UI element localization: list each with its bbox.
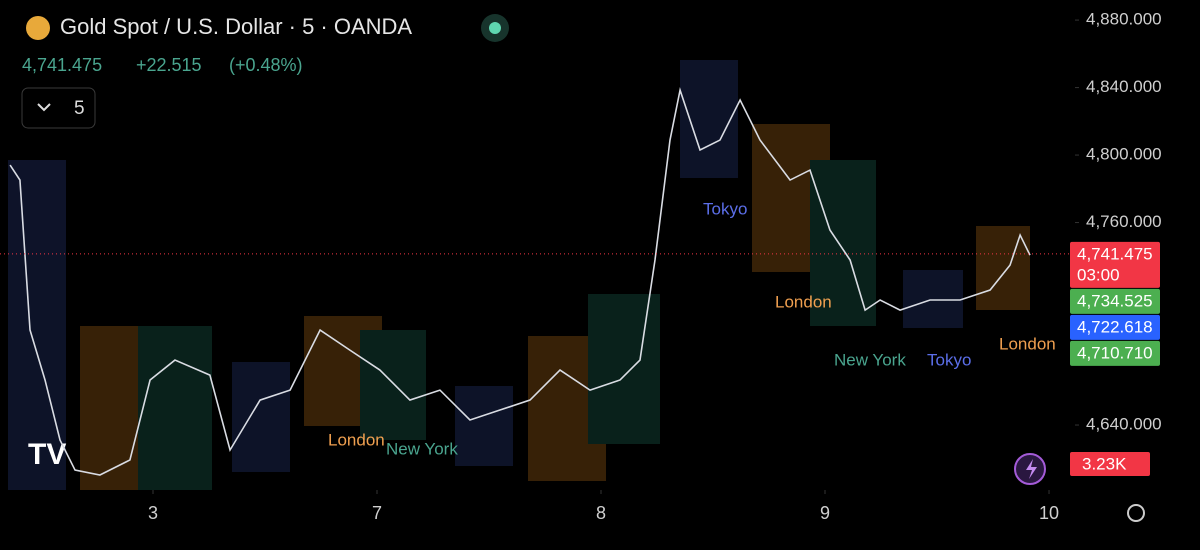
chevron bbox=[37, 103, 51, 112]
session-box bbox=[976, 226, 1030, 310]
session-box bbox=[360, 330, 426, 440]
x-tick-label: 10 bbox=[1039, 503, 1059, 523]
price-line bbox=[9, 86, 1031, 476]
symbol-icon bbox=[26, 16, 50, 40]
session-box bbox=[528, 336, 606, 481]
change-pct: (+0.48%) bbox=[229, 55, 303, 75]
price-tag-label: 4,722.618 bbox=[1077, 317, 1153, 336]
session-box bbox=[304, 316, 382, 426]
session-box bbox=[455, 386, 513, 466]
y-tick-label: 4,640.000 bbox=[1086, 415, 1162, 434]
session-label: New York bbox=[834, 350, 906, 369]
bolt bbox=[1026, 459, 1037, 479]
x-tick-label: 8 bbox=[596, 503, 606, 523]
session-box bbox=[810, 160, 876, 326]
session-label: London bbox=[328, 430, 385, 449]
price-tag bbox=[1070, 314, 1160, 340]
x-tick-label: 3 bbox=[148, 503, 158, 523]
session-box bbox=[80, 326, 138, 490]
volume-tag-bg bbox=[1070, 452, 1150, 476]
y-tick-label: 4,840.000 bbox=[1086, 77, 1162, 96]
y-tick-label: 4,800.000 bbox=[1086, 145, 1162, 164]
last-price: 4,741.475 bbox=[22, 55, 102, 75]
change: +22.515 bbox=[136, 55, 202, 75]
session-box bbox=[138, 326, 212, 490]
volume-tag: 3.23K bbox=[1082, 454, 1127, 473]
session-label: New York bbox=[386, 439, 458, 458]
session-label: Tokyo bbox=[703, 199, 747, 218]
session-box bbox=[232, 362, 290, 472]
sessions bbox=[8, 60, 1030, 490]
session-box bbox=[752, 124, 830, 272]
price-tag-label: 4,734.525 bbox=[1077, 291, 1153, 310]
symbol-title: Gold Spot / U.S. Dollar · 5 · OANDA bbox=[60, 14, 412, 39]
y-tick-label: 4,760.000 bbox=[1086, 212, 1162, 231]
price-tag bbox=[1070, 340, 1160, 366]
x-tick-label: 7 bbox=[372, 503, 382, 523]
market-status-dot bbox=[489, 22, 501, 34]
session-label: London bbox=[775, 292, 832, 311]
settings-button[interactable] bbox=[1127, 504, 1145, 522]
price-tag-label: 4,710.710 bbox=[1077, 343, 1153, 362]
price-tag-countdown: 03:00 bbox=[1077, 265, 1120, 284]
session-box bbox=[680, 60, 738, 178]
tv-logo: ТV bbox=[28, 438, 66, 471]
session-label: Tokyo bbox=[927, 350, 971, 369]
session-box bbox=[903, 270, 963, 328]
price-tag-label: 4,741.475 bbox=[1077, 244, 1153, 263]
session-box bbox=[588, 294, 660, 444]
y-tick-label: 4,880.000 bbox=[1086, 10, 1162, 29]
interval-button[interactable] bbox=[21, 87, 96, 129]
price-tag bbox=[1070, 241, 1160, 288]
session-box bbox=[8, 160, 66, 490]
session-label: London bbox=[999, 334, 1056, 353]
price-tag bbox=[1070, 288, 1160, 314]
x-tick-label: 9 bbox=[820, 503, 830, 523]
interval-label: 5 bbox=[74, 98, 85, 119]
